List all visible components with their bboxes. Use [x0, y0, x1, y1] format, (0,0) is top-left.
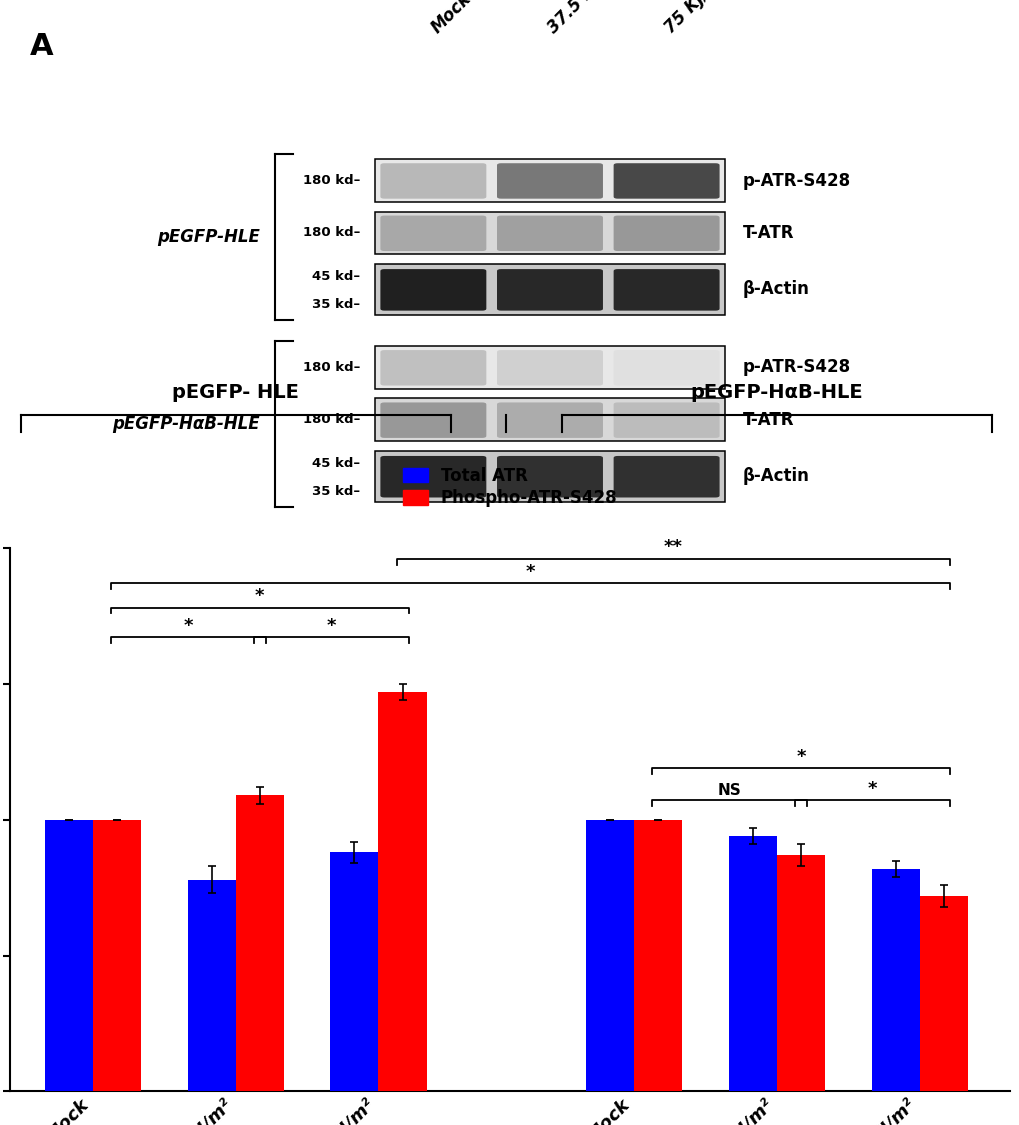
Text: 45 kd–: 45 kd– [312, 457, 360, 470]
Text: *: * [255, 587, 264, 605]
Text: 35 kd–: 35 kd– [312, 298, 360, 312]
Text: Mock: Mock [427, 0, 474, 37]
FancyBboxPatch shape [380, 456, 486, 497]
Bar [375, 398, 725, 441]
FancyBboxPatch shape [496, 216, 602, 251]
FancyBboxPatch shape [613, 403, 718, 438]
Bar [776, 855, 824, 1091]
Text: NS: NS [717, 783, 741, 798]
FancyBboxPatch shape [613, 163, 718, 199]
Text: *: * [183, 618, 193, 636]
FancyBboxPatch shape [613, 456, 718, 497]
Text: β-Actin: β-Actin [742, 467, 809, 485]
Text: pEGFP-HLE: pEGFP-HLE [157, 228, 260, 246]
Text: 75 KJ/m²: 75 KJ/m² [660, 0, 729, 37]
Text: T-ATR: T-ATR [742, 411, 794, 429]
Bar [728, 836, 776, 1091]
Text: 45 kd–: 45 kd– [312, 270, 360, 284]
Bar [45, 820, 93, 1091]
Text: 180 kd–: 180 kd– [303, 174, 360, 187]
Text: pEGFP-HαB-HLE: pEGFP-HαB-HLE [690, 382, 862, 402]
Text: *: * [796, 747, 805, 765]
Text: A: A [31, 33, 54, 61]
FancyBboxPatch shape [613, 269, 718, 311]
Text: **: ** [663, 539, 682, 557]
Text: *: * [525, 562, 535, 580]
FancyBboxPatch shape [613, 350, 718, 386]
Bar [378, 692, 426, 1091]
Text: 35 kd–: 35 kd– [312, 485, 360, 498]
Legend: Total ATR, Phospho-ATR-S428: Total ATR, Phospho-ATR-S428 [397, 461, 622, 512]
FancyBboxPatch shape [380, 403, 486, 438]
Text: p-ATR-S428: p-ATR-S428 [742, 171, 850, 189]
Bar [330, 853, 378, 1091]
Bar [585, 820, 634, 1091]
FancyBboxPatch shape [496, 350, 602, 386]
Bar [235, 795, 283, 1091]
FancyBboxPatch shape [380, 269, 486, 311]
FancyBboxPatch shape [380, 216, 486, 251]
Text: 180 kd–: 180 kd– [303, 226, 360, 240]
Text: *: * [326, 618, 335, 636]
Text: 180 kd–: 180 kd– [303, 361, 360, 374]
Text: T-ATR: T-ATR [742, 224, 794, 242]
Bar [919, 896, 967, 1091]
Bar [375, 264, 725, 315]
FancyBboxPatch shape [496, 269, 602, 311]
Bar [187, 880, 235, 1091]
Text: 37.5 KJ/m²: 37.5 KJ/m² [543, 0, 625, 37]
Bar [375, 160, 725, 201]
FancyBboxPatch shape [496, 163, 602, 199]
Bar [375, 451, 725, 502]
Text: 180 kd–: 180 kd– [303, 413, 360, 426]
Bar [375, 212, 725, 254]
Text: *: * [867, 780, 876, 798]
Bar [870, 868, 919, 1091]
Bar [375, 346, 725, 389]
Text: pEGFP-HαB-HLE: pEGFP-HαB-HLE [112, 415, 260, 433]
FancyBboxPatch shape [496, 403, 602, 438]
FancyBboxPatch shape [380, 163, 486, 199]
FancyBboxPatch shape [613, 216, 718, 251]
Text: p-ATR-S428: p-ATR-S428 [742, 359, 850, 377]
Text: pEGFP- HLE: pEGFP- HLE [172, 382, 299, 402]
FancyBboxPatch shape [496, 456, 602, 497]
Text: β-Actin: β-Actin [742, 280, 809, 298]
Bar [93, 820, 141, 1091]
FancyBboxPatch shape [380, 350, 486, 386]
Bar [634, 820, 682, 1091]
